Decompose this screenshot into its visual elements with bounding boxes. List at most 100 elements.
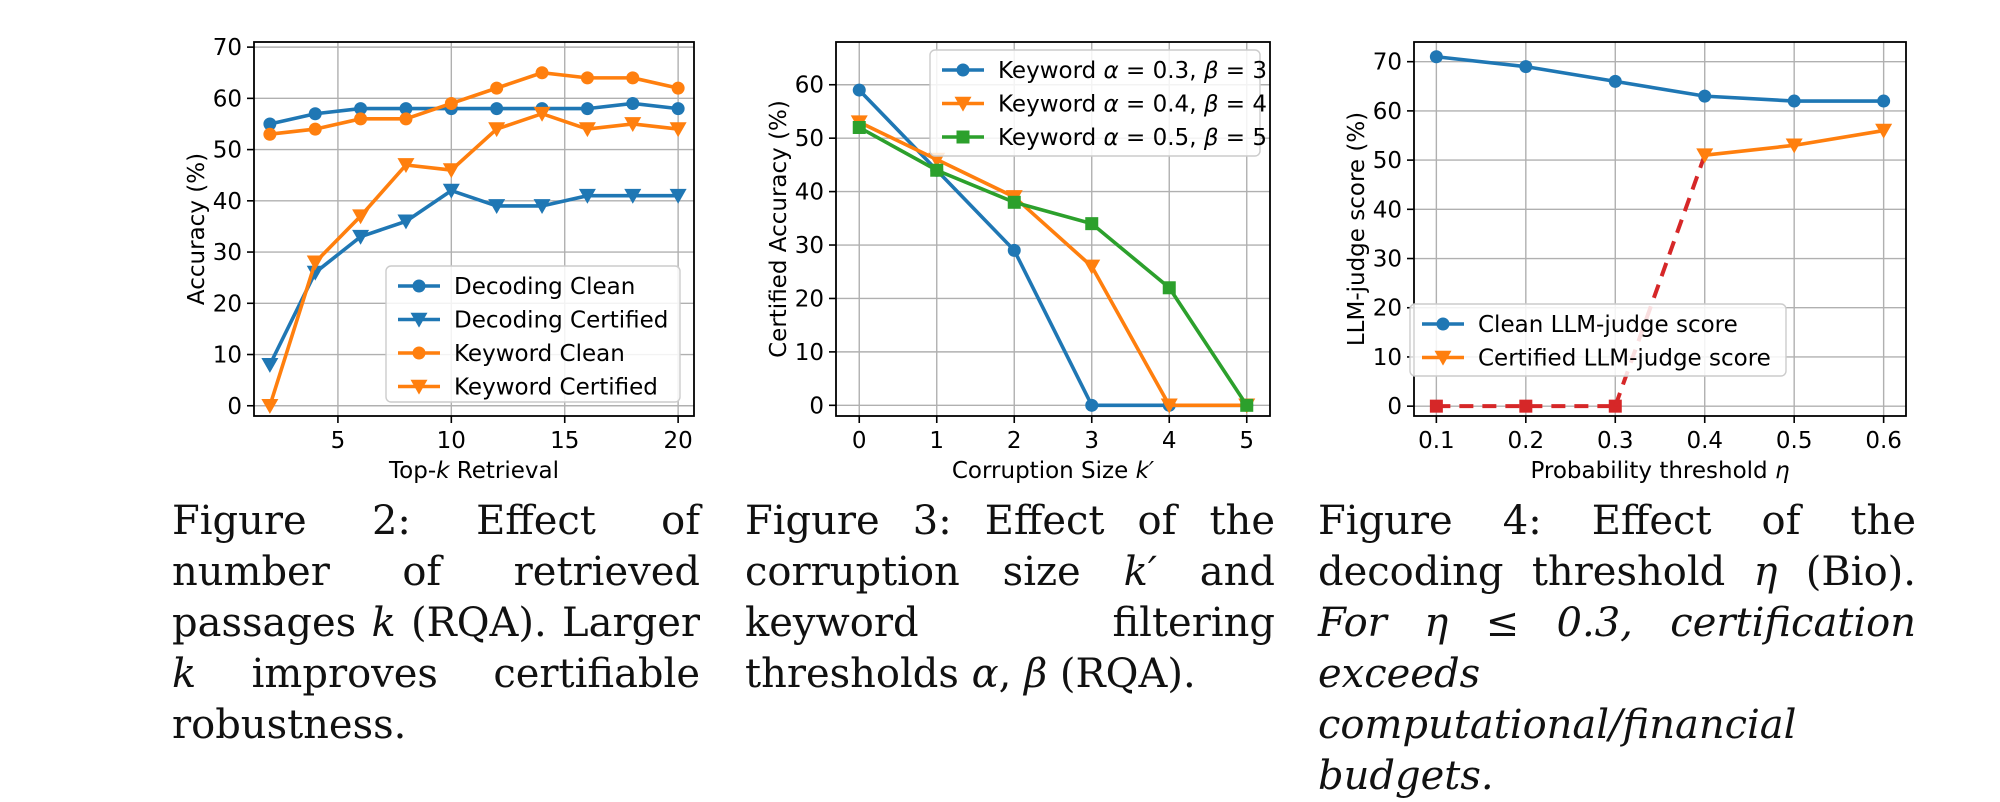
data-point [535,66,549,80]
data-point [261,398,279,414]
legend-label: Keyword Certified [454,375,658,401]
data-point [1083,259,1101,275]
legend-marker [410,379,428,395]
y-tick-label: 30 [213,240,242,266]
data-point [1875,123,1893,139]
x-tick-label: 0.5 [1776,428,1813,454]
series-line [268,111,679,407]
series-line [1436,54,1884,103]
chart-llm-judge-vs-threshold: 0.1 0.2 0.3 0.4 0.5 0.6 0 10 20 30 40 50 60 70 Probabi… [1344,41,1907,484]
legend-label: Keyword α = 0.3, β = 3 [998,58,1267,84]
x-tick-label: 3 [1084,428,1099,454]
data-point [1162,281,1176,295]
data-point [397,158,415,174]
data-point [1429,50,1443,64]
figure-3-text: Effect of the corruption size k′ and key… [745,498,1275,697]
data-point [930,163,944,177]
legend-marker [412,346,426,360]
data-point [488,199,506,215]
data-point [308,107,322,121]
x-tick-label: 0.4 [1686,428,1723,454]
figure-4-caption: Figure 4: Effect of the decoding thresho… [1318,496,1916,802]
series-line [268,188,679,366]
y-tick-label: 30 [795,233,824,259]
legend-label: Keyword α = 0.4, β = 4 [998,92,1267,118]
figure-4-label: Figure 4: [1318,498,1542,544]
x-tick-label: 0.6 [1865,428,1902,454]
plot-frame [835,41,1271,417]
y-tick-label: 10 [1373,345,1402,371]
data-point [442,163,460,179]
data-point [671,102,685,116]
legend-marker [410,312,428,328]
data-point [1785,138,1803,154]
x-tick-label: 5 [1239,428,1254,454]
legend-marker [954,96,972,112]
data-point [1085,217,1099,231]
legend: Clean LLM-judge score Certified LLM-judge… [1409,303,1787,377]
data-point [533,199,551,215]
y-axis-label: LLM-judge score (%) [1344,112,1370,346]
data-point [580,102,594,116]
plot-frame [1413,41,1907,417]
x-tick-label: 0 [852,428,867,454]
data-point [533,106,551,122]
figure-4-italic-text: For η ≤ 0.3, certification exceeds compu… [1318,600,1916,799]
data-point [1698,89,1712,103]
legend-label: Certified LLM-judge score [1478,346,1771,372]
series-2 [852,120,1254,412]
data-point [352,229,370,245]
data-point [1007,195,1021,209]
figure-3-caption: Figure 3: Effect of the corruption size … [745,496,1275,700]
legend-label: Clean LLM-judge score [1478,312,1738,338]
data-point [669,188,687,204]
series-line [269,70,679,137]
legend-marker [1436,317,1450,331]
x-axis-label: Corruption Size k′ [952,458,1155,484]
series-line [858,125,1249,407]
data-point [671,81,685,95]
y-tick-label: 20 [1373,296,1402,322]
x-axis-label: Probability threshold η [1530,458,1789,484]
x-tick-label: 1 [929,428,944,454]
data-point [308,122,322,136]
annotation-marker [1519,399,1533,413]
y-tick-label: 40 [213,189,242,215]
data-point [263,117,277,131]
data-point [399,102,413,116]
data-point [626,96,640,110]
figure-4-text: Effect of the decoding threshold η (Bio)… [1318,498,1916,595]
legend-marker [956,130,970,144]
data-point [354,102,368,116]
x-tick-label: 0.1 [1418,428,1455,454]
figure-2-caption: Figure 2: Effect of number of retrieved … [172,496,700,751]
x-tick-label: 20 [663,428,692,454]
figure-2-label: Figure 2: [172,498,411,544]
legend-box [385,265,681,403]
y-tick-label: 70 [213,35,242,61]
legend-box [1409,303,1787,377]
data-point [1608,74,1622,88]
legend: Decoding Clean Decoding Certified Keyword … [385,265,681,403]
data-point [1160,398,1178,414]
annotation-marker [1429,399,1443,413]
x-tick-label: 15 [550,428,579,454]
series-1 [1696,123,1893,164]
data-point [488,122,506,138]
data-point [578,188,596,204]
data-point [399,112,413,126]
y-tick-label: 0 [809,393,824,419]
series-3 [261,106,687,414]
y-tick-label: 20 [213,291,242,317]
legend-label: Decoding Clean [454,274,635,300]
series-0 [263,96,685,131]
data-point [1696,148,1714,164]
legend: Keyword α = 0.3, β = 3 Keyword α = 0.4, β… [929,49,1267,157]
data-point [1007,243,1021,257]
y-tick-label: 10 [213,343,242,369]
data-point [624,188,642,204]
plot-frame [253,41,695,417]
data-point [306,265,324,281]
data-point [669,122,687,138]
